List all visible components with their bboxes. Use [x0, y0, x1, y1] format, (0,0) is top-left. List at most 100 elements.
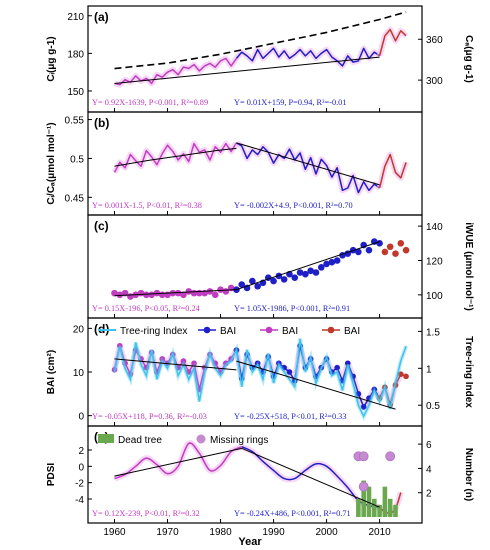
panel-e-dead-tree-bar — [377, 504, 382, 517]
panel-d-legend-dot — [203, 326, 211, 334]
panel-e-equation: Y= 0.12X-239, P<0.01, R²=0.32 — [92, 509, 200, 518]
panel-a-label: (a) — [94, 10, 109, 24]
panel-c-point — [211, 291, 219, 299]
panel-c-point — [376, 240, 383, 247]
panel-d-bai-point — [344, 360, 351, 367]
panel-c-right-tick-label: 140 — [426, 222, 443, 233]
panel-e-right-tick-label: 4 — [426, 464, 432, 475]
panel-c-point — [280, 276, 288, 283]
panel-c-point — [365, 246, 373, 254]
panel-b-series-halo — [234, 140, 382, 196]
panel-b-left-tick-label: 0.5 — [70, 154, 84, 165]
panel-e-dead-tree-bar — [371, 498, 377, 517]
panel-a-series-line — [114, 57, 238, 86]
panel-d-left-axis-label: BAI (cm²) — [46, 350, 57, 394]
panel-d-tree-ring-line — [113, 338, 407, 419]
panel-c-point — [148, 291, 155, 299]
panel-d-bai-point — [355, 391, 362, 397]
panel-d-bai-point — [117, 343, 123, 349]
panel-c-right-axis-label: iWUE (μmol mol⁻¹) — [463, 222, 474, 311]
panel-c-point — [381, 248, 389, 256]
panel-d-trend-line — [114, 358, 237, 371]
panel-a-equation: Y= 0.92X-1639, P<0.001, R²=0.89 — [92, 98, 208, 107]
panel-e-dead-tree-bar — [366, 486, 372, 517]
panel-d-bai-point — [334, 364, 340, 371]
panel-e-legend-label: Dead tree — [118, 435, 162, 446]
panel-d-left-tick-label: 20 — [73, 324, 85, 335]
panel-e-left-tick-label: -4 — [75, 495, 84, 506]
panel-c-point — [386, 243, 394, 251]
panel-c-point — [392, 250, 399, 257]
x-axis-label: Year — [238, 536, 262, 548]
panel-d-legend-label: Tree-ring Index — [120, 326, 187, 337]
panel-d-trend-line — [236, 360, 396, 410]
panel-e-left-tick-label: 2 — [78, 446, 84, 457]
panel-a-trend-line — [114, 56, 380, 84]
panel-c-point — [317, 264, 325, 271]
panel-b-label: (b) — [94, 116, 109, 130]
panel-d-right-axis-label: Tree-ring Index — [463, 336, 474, 408]
panel-b-equation: Y= -0.002X+4.9, P<0.001, R²=0.70 — [234, 201, 353, 210]
panel-d-legend-label: BAI — [220, 326, 236, 337]
panel-d-bai-point — [254, 360, 261, 367]
panel-e-left-axis-label: PDSI — [46, 463, 57, 487]
panel-b-trend-line — [114, 147, 237, 167]
panel-e-missing-ring-dot — [358, 481, 369, 492]
panel-b-series-line — [113, 142, 238, 173]
panel-c-frame — [87, 214, 423, 319]
panel-c-point — [174, 289, 182, 297]
panel-e-right-tick-label: 2 — [426, 489, 432, 500]
panel-e-right-tick-label: 6 — [426, 440, 432, 451]
panel-c-point — [307, 267, 314, 275]
panel-c-label: (c) — [94, 219, 109, 233]
panel-a-series-line — [378, 28, 407, 57]
panel-d-legend-label: BAI — [344, 326, 360, 337]
panel-e-dead-tree-bar — [382, 486, 388, 517]
panel-c-equation: Y= 1.05X-1986, P<0.001, R²=0.91 — [234, 304, 350, 313]
panel-e-legend-dot — [196, 434, 206, 444]
panel-b-series-line — [378, 153, 407, 189]
panel-e-dead-tree-bar — [387, 498, 393, 517]
panel-d-left-tick-label: 10 — [73, 368, 85, 379]
panel-e-series-halo — [113, 440, 244, 482]
panel-a-right-axis-label: Cₐ(μg g-1) — [463, 35, 474, 83]
panel-d-bai-point — [403, 373, 409, 380]
panel-e-missing-ring-dot — [358, 451, 369, 462]
panel-c-right-tick-label: 120 — [426, 256, 443, 267]
panel-a-left-axis-label: Cᵢ(μg g-1) — [46, 36, 57, 81]
x-tick-label: 1970 — [156, 527, 179, 538]
panel-e-right-axis-label: Number (n) — [463, 448, 474, 501]
panel-d-legend-dot — [327, 326, 335, 334]
panel-c-point — [302, 270, 309, 278]
panel-c-point — [254, 282, 261, 290]
panel-d-left-tick-label: 0 — [78, 412, 84, 423]
panel-e-left-tick-label: 0 — [78, 462, 84, 473]
panel-a-left-tick-label: 150 — [67, 87, 84, 98]
panel-a-equation: Y= 0.01X+159, P=0.94, R²=-0.01 — [234, 98, 346, 107]
panel-d-bai-point — [276, 360, 282, 367]
panel-d-equation: Y= -0.25X+518, P<0.01, R²=0.33 — [234, 412, 346, 421]
panel-e-trend-line — [241, 447, 380, 508]
x-tick-label: 2000 — [315, 527, 338, 538]
panel-a-left-tick-label: 210 — [67, 12, 84, 23]
panel-c-point — [238, 281, 246, 288]
panel-c-trend-line — [114, 289, 237, 297]
panel-b-left-tick-label: 0.45 — [65, 193, 85, 204]
panel-c-point — [185, 288, 193, 295]
panel-b-equation: Y= 0.001X-1.5, P<0.01, R²=0.38 — [92, 201, 202, 210]
panel-c-point — [333, 257, 341, 264]
x-tick-label: 2010 — [368, 527, 391, 538]
panel-d-bai-point — [191, 360, 197, 367]
panel-c-point — [111, 289, 118, 297]
panel-c-right-tick-label: 100 — [426, 291, 443, 302]
panel-b-left-axis-label: Cᵢ/Cₐ(μmol mol⁻¹) — [46, 122, 57, 204]
panel-d-bai-point — [286, 369, 293, 375]
panel-a-ca-dashed-line — [114, 11, 407, 70]
panel-a-series-line — [235, 47, 381, 67]
panel-b-trend-line — [236, 142, 380, 186]
panel-d-equation: Y= -0.05X+118, P=0.36, R²=-0.03 — [92, 412, 207, 421]
panel-c-trend-line — [236, 241, 380, 291]
panel-c-point — [355, 248, 362, 256]
panel-e-legend-label: Missing rings — [210, 435, 268, 446]
panel-c-equation: Y= 0.15X-196, P<0.05, R²=0.24 — [92, 304, 201, 313]
